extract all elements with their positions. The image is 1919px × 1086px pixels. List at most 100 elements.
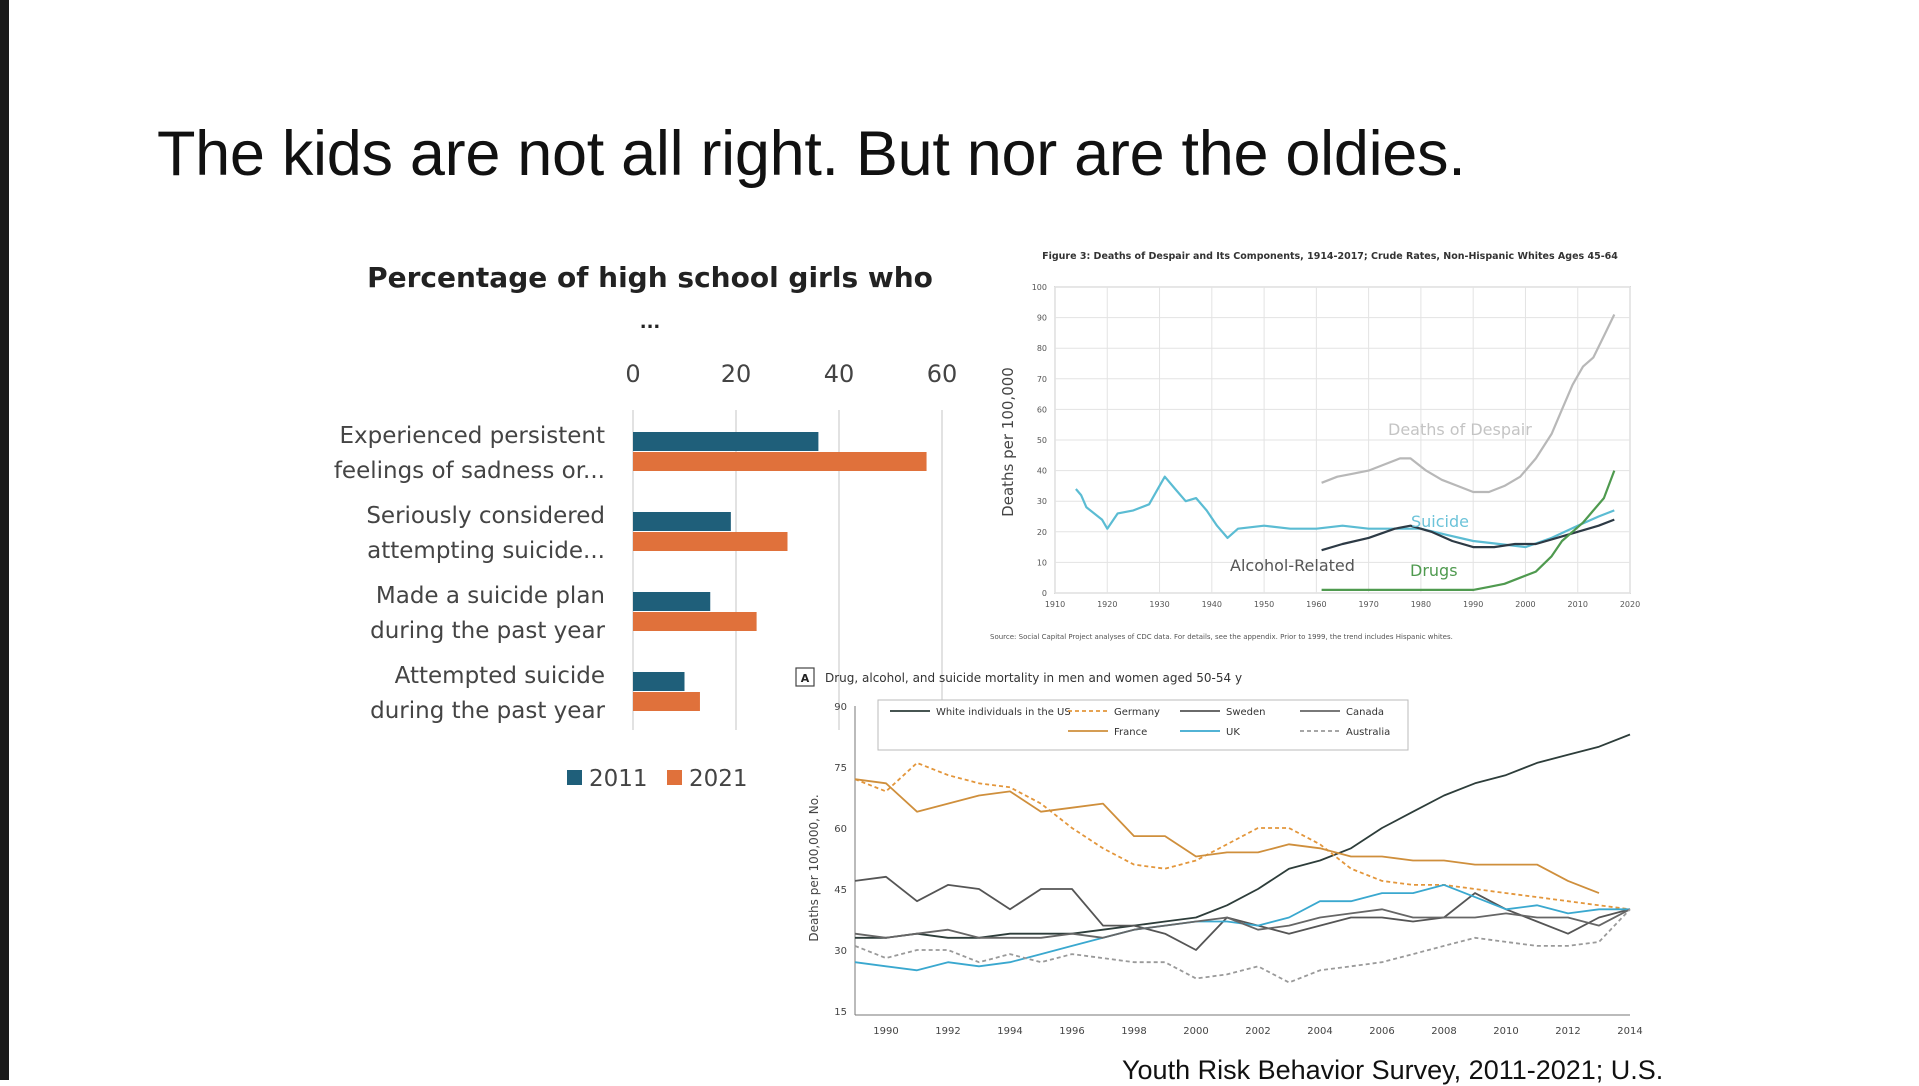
legend-swatch-2011 xyxy=(567,770,582,785)
mortality-x-tick-label: 2014 xyxy=(1617,1026,1642,1037)
despair-x-tick-label: 1910 xyxy=(1045,600,1065,609)
bar-2021-4 xyxy=(633,692,700,711)
mortality-legend-label-france: France xyxy=(1114,727,1147,738)
despair-x-tick-label: 2010 xyxy=(1568,600,1588,609)
mortality-x-tick-label: 2008 xyxy=(1431,1026,1456,1037)
despair-x-tick-label: 1930 xyxy=(1149,600,1169,609)
despair-chart-y-axis-label: Deaths per 100,000 xyxy=(999,367,1017,517)
bar-category-label: Made a suicide plan xyxy=(376,583,605,609)
bar-category-label: attempting suicide... xyxy=(367,538,605,564)
despair-y-tick-label: 90 xyxy=(1037,314,1047,323)
despair-x-tick-label: 1920 xyxy=(1097,600,1117,609)
mortality-line-france xyxy=(854,778,1600,894)
mortality-y-tick-label: 60 xyxy=(834,824,847,835)
mortality-y-tick-label: 30 xyxy=(834,946,847,957)
bar-chart-subtitle: ... xyxy=(640,312,661,333)
mortality-legend-label-australia: Australia xyxy=(1346,727,1390,738)
mortality-legend-label-germany: Germany xyxy=(1114,707,1160,718)
despair-x-tick-label: 1940 xyxy=(1202,600,1222,609)
mortality-x-tick-label: 2000 xyxy=(1183,1026,1208,1037)
despair-annotation-alcohol-related: Alcohol-Related xyxy=(1230,556,1355,575)
mortality-legend-box xyxy=(877,699,1409,751)
bar-chart-x-ticks: 0 20 40 60 xyxy=(625,360,957,388)
mortality-line-canada xyxy=(854,908,1631,939)
bar-category-label: Attempted suicide xyxy=(395,663,605,689)
bar-2021-3 xyxy=(633,612,757,631)
despair-line-deaths-of-despair xyxy=(1321,314,1616,494)
despair-line-suicide xyxy=(1075,475,1615,549)
bar-category-label: Experienced persistent xyxy=(340,423,606,449)
mortality-chart-ticks: 15 30 45 60 75 90 1990 1992 1994 1996 1998 2000 2002… xyxy=(834,702,1642,1037)
despair-x-tick-label: 1980 xyxy=(1411,600,1431,609)
legend-label-2021: 2021 xyxy=(689,766,748,792)
despair-line-drugs xyxy=(1321,470,1616,591)
mortality-x-tick-label: 1998 xyxy=(1121,1026,1146,1037)
bar-2021-2 xyxy=(633,532,788,551)
mortality-x-tick-label: 2004 xyxy=(1307,1026,1332,1037)
bar-2011-3 xyxy=(633,592,711,611)
despair-chart-ticks: 1910 1920 1930 1940 1950 1960 1970 1980 1990 2000… xyxy=(1032,283,1640,609)
legend-label-2011: 2011 xyxy=(589,766,648,792)
mortality-x-tick-label: 1994 xyxy=(997,1026,1022,1037)
window-left-edge xyxy=(0,0,9,1080)
despair-x-tick-label: 1970 xyxy=(1358,600,1378,609)
source-note: Youth Risk Behavior Survey, 2011-2021; U… xyxy=(1122,1055,1664,1085)
mortality-chart-legend: White individuals in the US Germany France… xyxy=(877,699,1409,751)
despair-annotation-suicide: Suicide xyxy=(1411,512,1469,531)
despair-chart-gridlines xyxy=(1054,286,1631,594)
mortality-chart-series xyxy=(854,733,1631,984)
despair-y-tick-label: 10 xyxy=(1037,558,1047,567)
despair-y-tick-label: 70 xyxy=(1037,375,1047,384)
despair-y-tick-label: 60 xyxy=(1037,405,1047,414)
mortality-x-tick-label: 2006 xyxy=(1369,1026,1394,1037)
bar-category-label: during the past year xyxy=(370,618,605,644)
mortality-y-tick-label: 75 xyxy=(834,763,847,774)
mortality-y-tick-label: 45 xyxy=(834,885,847,896)
bar-chart-legend: 2011 2021 xyxy=(567,766,748,792)
despair-annotation-deaths-of-despair: Deaths of Despair xyxy=(1388,420,1532,439)
mortality-line-sweden xyxy=(854,875,1631,951)
despair-y-tick-label: 30 xyxy=(1037,497,1047,506)
bar-2011-4 xyxy=(633,672,685,691)
mortality-legend-label-sweden: Sweden xyxy=(1226,707,1266,718)
despair-y-tick-label: 0 xyxy=(1042,589,1047,598)
despair-y-tick-label: 50 xyxy=(1037,436,1047,445)
bar-chart-title: Percentage of high school girls who xyxy=(367,261,933,294)
despair-y-tick-label: 100 xyxy=(1032,283,1047,292)
mortality-x-tick-label: 2010 xyxy=(1493,1026,1518,1037)
bar-chart-category-labels: Experienced persistent feelings of sadnes… xyxy=(334,423,606,724)
mortality-chart-y-axis-label: Deaths per 100,000, No. xyxy=(807,794,821,941)
despair-line-chart: Figure 3: Deaths of Despair and Its Comp… xyxy=(990,251,1640,641)
despair-x-tick-label: 1950 xyxy=(1254,600,1274,609)
despair-x-tick-label: 2020 xyxy=(1620,600,1640,609)
mortality-x-tick-label: 2012 xyxy=(1555,1026,1580,1037)
despair-chart-title: Figure 3: Deaths of Despair and Its Comp… xyxy=(1042,251,1618,262)
mortality-chart-title: Drug, alcohol, and suicide mortality in … xyxy=(825,671,1242,685)
despair-x-tick-label: 1960 xyxy=(1306,600,1326,609)
slide-title: The kids are not all right. But nor are … xyxy=(157,119,1466,189)
bar-x-tick-label: 0 xyxy=(625,360,640,388)
despair-x-tick-label: 1990 xyxy=(1463,600,1483,609)
mortality-legend-label-uk: UK xyxy=(1226,727,1240,738)
mortality-y-tick-label: 90 xyxy=(834,702,847,713)
bar-2011-1 xyxy=(633,432,819,451)
bar-x-tick-label: 20 xyxy=(721,360,752,388)
bar-x-tick-label: 60 xyxy=(927,360,958,388)
mortality-legend-label-white-individuals-in-the-us: White individuals in the US xyxy=(936,707,1071,718)
mortality-x-tick-label: 2002 xyxy=(1245,1026,1270,1037)
despair-y-tick-label: 80 xyxy=(1037,344,1047,353)
bar-2011-2 xyxy=(633,512,731,531)
despair-chart-source-note: Source: Social Capital Project analyses … xyxy=(990,633,1453,641)
mortality-x-tick-label: 1996 xyxy=(1059,1026,1084,1037)
despair-x-tick-label: 2000 xyxy=(1515,600,1535,609)
bar-category-label: feelings of sadness or... xyxy=(334,458,605,484)
despair-y-tick-label: 20 xyxy=(1037,528,1047,537)
bar-chart: Percentage of high school girls who ... … xyxy=(334,261,957,792)
despair-y-tick-label: 40 xyxy=(1037,467,1047,476)
bar-chart-bars xyxy=(633,432,927,711)
panel-label: A xyxy=(801,672,810,685)
mortality-y-tick-label: 15 xyxy=(834,1007,847,1018)
despair-annotation-drugs: Drugs xyxy=(1410,561,1458,580)
bar-category-label: Seriously considered xyxy=(366,503,605,529)
